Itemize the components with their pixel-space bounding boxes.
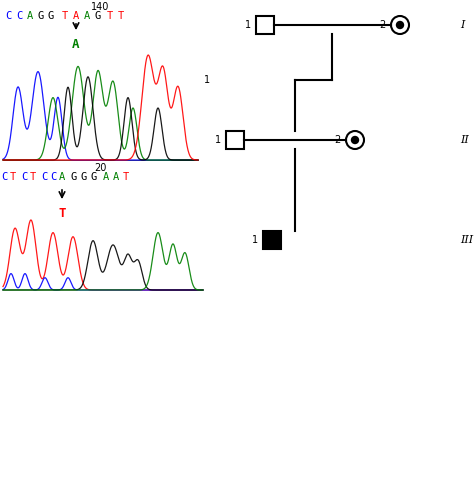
Bar	[226, 131, 244, 149]
Text: G: G	[71, 172, 77, 182]
Text: III: III	[460, 235, 473, 245]
Circle shape	[352, 137, 358, 144]
Text: G: G	[38, 11, 44, 21]
Text: G: G	[95, 11, 101, 21]
Text: C: C	[1, 172, 7, 182]
Text: I: I	[460, 20, 465, 30]
Text: T: T	[58, 207, 66, 220]
Text: C: C	[16, 11, 22, 21]
Text: T: T	[30, 172, 36, 182]
Text: T: T	[10, 172, 16, 182]
Text: C: C	[21, 172, 27, 182]
Text: A: A	[73, 11, 79, 21]
Bar	[263, 231, 281, 249]
Text: 1: 1	[215, 135, 221, 145]
Text: C: C	[41, 172, 47, 182]
Text: 1: 1	[245, 20, 251, 30]
Text: T: T	[107, 11, 113, 21]
Text: C: C	[50, 172, 56, 182]
Text: G: G	[81, 172, 87, 182]
Text: T: T	[123, 172, 129, 182]
Text: 1: 1	[204, 75, 210, 85]
Text: 20: 20	[94, 163, 106, 173]
Bar	[256, 16, 274, 34]
Circle shape	[391, 16, 409, 34]
Text: G: G	[48, 11, 54, 21]
Circle shape	[396, 21, 403, 29]
Text: A: A	[103, 172, 109, 182]
Text: 2: 2	[380, 20, 386, 30]
Text: A: A	[84, 11, 90, 21]
Text: II: II	[460, 135, 469, 145]
Text: T: T	[62, 11, 68, 21]
Text: A: A	[59, 172, 65, 182]
Text: 140: 140	[91, 2, 109, 12]
Text: A: A	[113, 172, 119, 182]
Text: G: G	[91, 172, 97, 182]
Circle shape	[346, 131, 364, 149]
Text: 2: 2	[335, 135, 341, 145]
Text: A: A	[72, 38, 80, 51]
Text: T: T	[118, 11, 124, 21]
Text: C: C	[5, 11, 11, 21]
Text: 1: 1	[252, 235, 258, 245]
Text: A: A	[27, 11, 33, 21]
